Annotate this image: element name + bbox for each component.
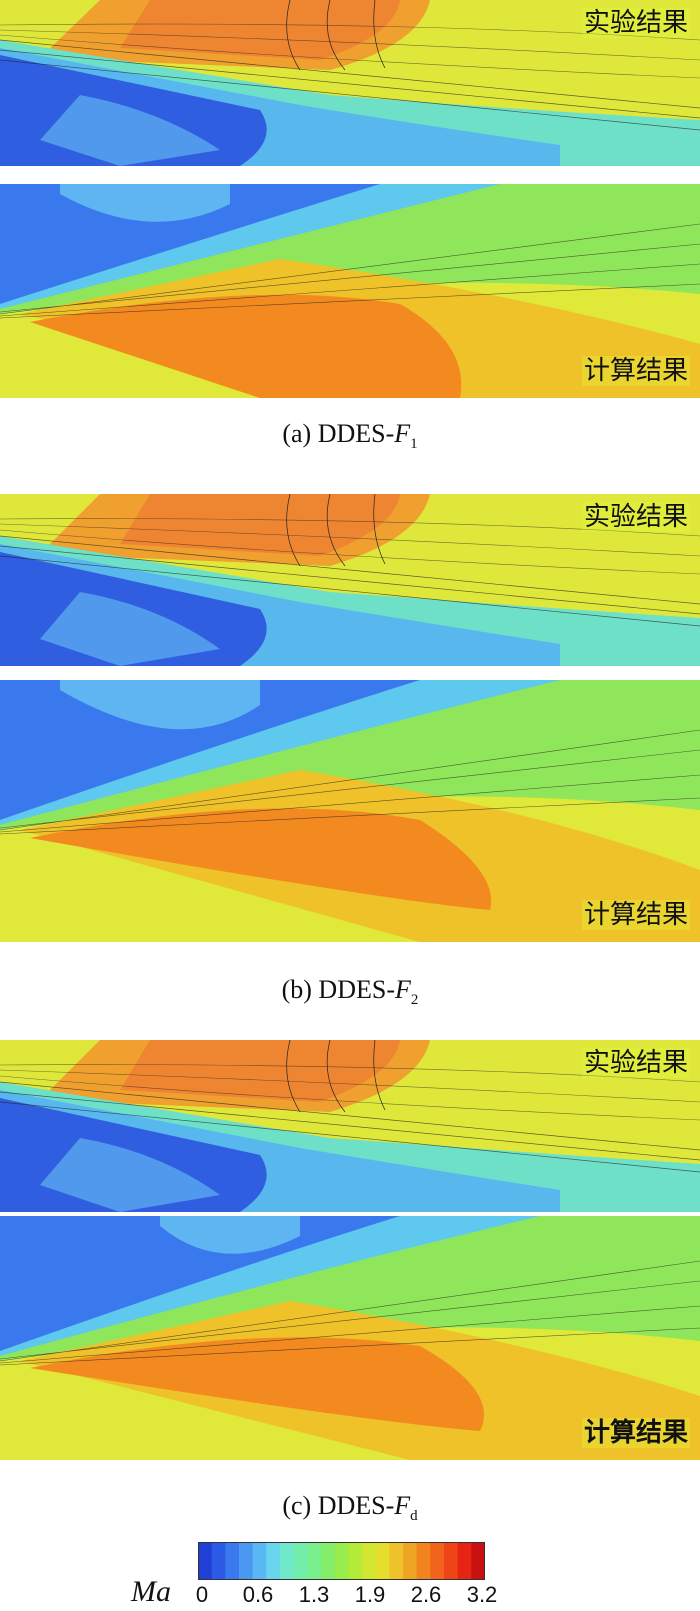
colorbar-tick-label: 0.6 [242,1582,274,1607]
caption-b: (b) DDES-F2 [281,975,419,1009]
colorbar [198,1542,485,1580]
caption-c: (c) DDES-Fd [282,1491,418,1525]
panel-label-computation: 计算结果 [581,1418,690,1448]
colorbar-swatch [280,1542,295,1580]
colorbar-swatch [252,1542,267,1580]
colorbar-swatch [198,1542,213,1580]
colorbar-swatch [389,1542,404,1580]
colorbar-swatch [348,1542,363,1580]
colorbar-tick-label: 1.9 [354,1582,386,1607]
panel-c-computation: 计算结果 [0,1216,700,1460]
contour-plot [0,0,700,166]
colorbar-tick-label: 3.2 [466,1582,498,1607]
colorbar-swatch [307,1542,322,1580]
colorbar-swatch [239,1542,254,1580]
colorbar-swatch [362,1542,377,1580]
panel-label-computation: 计算结果 [581,356,690,386]
colorbar-swatch [293,1542,308,1580]
colorbar-swatch [416,1542,431,1580]
contour-plot [0,1040,700,1212]
contour-plot [0,494,700,666]
panel-c-experiment: 实验结果 [0,1040,700,1212]
colorbar-swatch [403,1542,418,1580]
contour-plot [0,680,700,942]
colorbar-swatch [266,1542,281,1580]
colorbar-title: Ma [131,1575,171,1608]
panel-label-experiment: 实验结果 [581,502,690,532]
panel-a-computation: 计算结果 [0,184,700,398]
colorbar-swatch [471,1542,485,1580]
panel-label-experiment: 实验结果 [581,8,690,38]
colorbar-tick-label: 1.3 [298,1582,330,1607]
colorbar-swatch [375,1542,390,1580]
colorbar-tick-label: 2.6 [410,1582,442,1607]
panel-a-experiment: 实验结果 [0,0,700,166]
colorbar-swatch [225,1542,240,1580]
panel-b-experiment: 实验结果 [0,494,700,666]
colorbar-swatch [334,1542,349,1580]
panel-label-computation: 计算结果 [581,900,690,930]
colorbar-swatch [211,1542,226,1580]
colorbar-swatch [444,1542,459,1580]
caption-a: (a) DDES-F1 [282,419,418,453]
colorbar-swatch [321,1542,336,1580]
colorbar-swatch [457,1542,472,1580]
colorbar-tick-label: 0 [195,1582,209,1607]
panel-b-computation: 计算结果 [0,680,700,942]
colorbar-border [198,1542,485,1580]
panel-label-experiment: 实验结果 [581,1048,690,1078]
contour-plot [0,184,700,398]
colorbar-swatch [430,1542,445,1580]
contour-plot [0,1216,700,1460]
